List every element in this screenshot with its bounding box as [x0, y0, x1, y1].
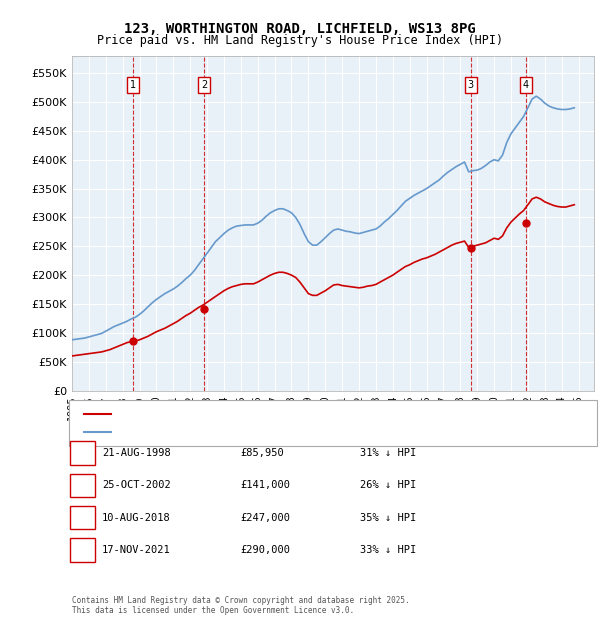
Text: 21-AUG-1998: 21-AUG-1998: [102, 448, 171, 458]
Text: 35% ↓ HPI: 35% ↓ HPI: [360, 513, 416, 523]
Text: £290,000: £290,000: [240, 545, 290, 555]
Text: £85,950: £85,950: [240, 448, 284, 458]
Text: 2: 2: [201, 79, 207, 90]
Text: 31% ↓ HPI: 31% ↓ HPI: [360, 448, 416, 458]
Text: 33% ↓ HPI: 33% ↓ HPI: [360, 545, 416, 555]
Text: 17-NOV-2021: 17-NOV-2021: [102, 545, 171, 555]
Text: 3: 3: [467, 79, 473, 90]
Text: Price paid vs. HM Land Registry's House Price Index (HPI): Price paid vs. HM Land Registry's House …: [97, 34, 503, 47]
Text: 25-OCT-2002: 25-OCT-2002: [102, 480, 171, 490]
Text: 1: 1: [80, 448, 85, 458]
Text: HPI: Average price, detached house, Lichfield: HPI: Average price, detached house, Lich…: [117, 427, 382, 437]
Text: 2: 2: [80, 480, 85, 490]
Text: 26% ↓ HPI: 26% ↓ HPI: [360, 480, 416, 490]
Text: 3: 3: [80, 513, 85, 523]
Text: 123, WORTHINGTON ROAD, LICHFIELD, WS13 8PG (detached house): 123, WORTHINGTON ROAD, LICHFIELD, WS13 8…: [117, 409, 464, 419]
Text: Contains HM Land Registry data © Crown copyright and database right 2025.
This d: Contains HM Land Registry data © Crown c…: [72, 596, 410, 615]
Text: 4: 4: [523, 79, 529, 90]
Text: 1: 1: [130, 79, 136, 90]
Text: 4: 4: [80, 545, 85, 555]
Text: 123, WORTHINGTON ROAD, LICHFIELD, WS13 8PG: 123, WORTHINGTON ROAD, LICHFIELD, WS13 8…: [124, 22, 476, 36]
Text: 10-AUG-2018: 10-AUG-2018: [102, 513, 171, 523]
Text: £247,000: £247,000: [240, 513, 290, 523]
Text: £141,000: £141,000: [240, 480, 290, 490]
